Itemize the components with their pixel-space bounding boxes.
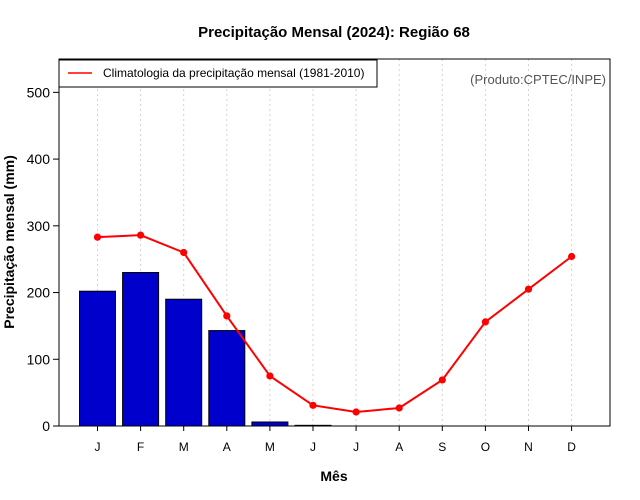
bar xyxy=(251,421,289,427)
x-tick-label: N xyxy=(524,440,533,454)
climatology-point xyxy=(137,231,145,239)
x-tick-label: J xyxy=(353,440,359,454)
plot-frame xyxy=(58,58,611,427)
x-tick-label: J xyxy=(310,440,316,454)
bar-series xyxy=(79,272,332,427)
climatology-line xyxy=(97,234,573,413)
legend: Climatologia da precipitação mensal (198… xyxy=(58,59,378,88)
x-axis-title: Mês xyxy=(320,468,347,484)
climatology-point xyxy=(481,318,489,326)
climatology-point xyxy=(266,372,274,380)
y-axis: 0 100 200 300 400 500 xyxy=(27,84,59,434)
x-tick-label: A xyxy=(395,440,403,454)
climatology-point xyxy=(352,408,360,416)
y-axis-title: Precipitação mensal (mm) xyxy=(1,155,17,329)
y-tick-label: 100 xyxy=(27,351,51,367)
climatology-point xyxy=(93,233,102,241)
bar xyxy=(122,272,160,427)
climatology-point xyxy=(180,248,188,257)
x-tick-label: M xyxy=(265,440,275,454)
climatology-point xyxy=(309,401,317,409)
x-tick-label: F xyxy=(137,440,144,454)
source-note: (Produto:CPTEC/INPE) xyxy=(470,72,606,87)
y-tick-label: 400 xyxy=(27,151,51,167)
bar xyxy=(79,290,116,427)
bar xyxy=(208,330,246,427)
x-tick-label: O xyxy=(481,440,490,454)
climatology-point xyxy=(223,312,231,320)
climatology-point xyxy=(395,404,403,412)
x-tick-label: J xyxy=(95,440,101,454)
x-tick-label: D xyxy=(567,440,576,454)
climatology-point xyxy=(568,252,576,261)
climatology-series xyxy=(93,231,576,416)
y-tick-label: 300 xyxy=(27,218,51,234)
bar xyxy=(165,298,203,427)
climatology-point xyxy=(524,285,533,293)
x-tick-label: A xyxy=(223,440,231,454)
legend-box xyxy=(58,59,378,88)
y-tick-label: 0 xyxy=(42,418,50,434)
climatology-point xyxy=(438,376,446,384)
y-tick-label: 200 xyxy=(27,285,51,301)
x-tick-label: S xyxy=(438,440,446,454)
y-tick-label: 500 xyxy=(27,84,51,100)
chart-title: Precipitação Mensal (2024): Região 68 xyxy=(198,24,470,41)
legend-label: Climatologia da precipitação mensal (198… xyxy=(103,66,364,80)
x-tick-label: M xyxy=(179,440,189,454)
